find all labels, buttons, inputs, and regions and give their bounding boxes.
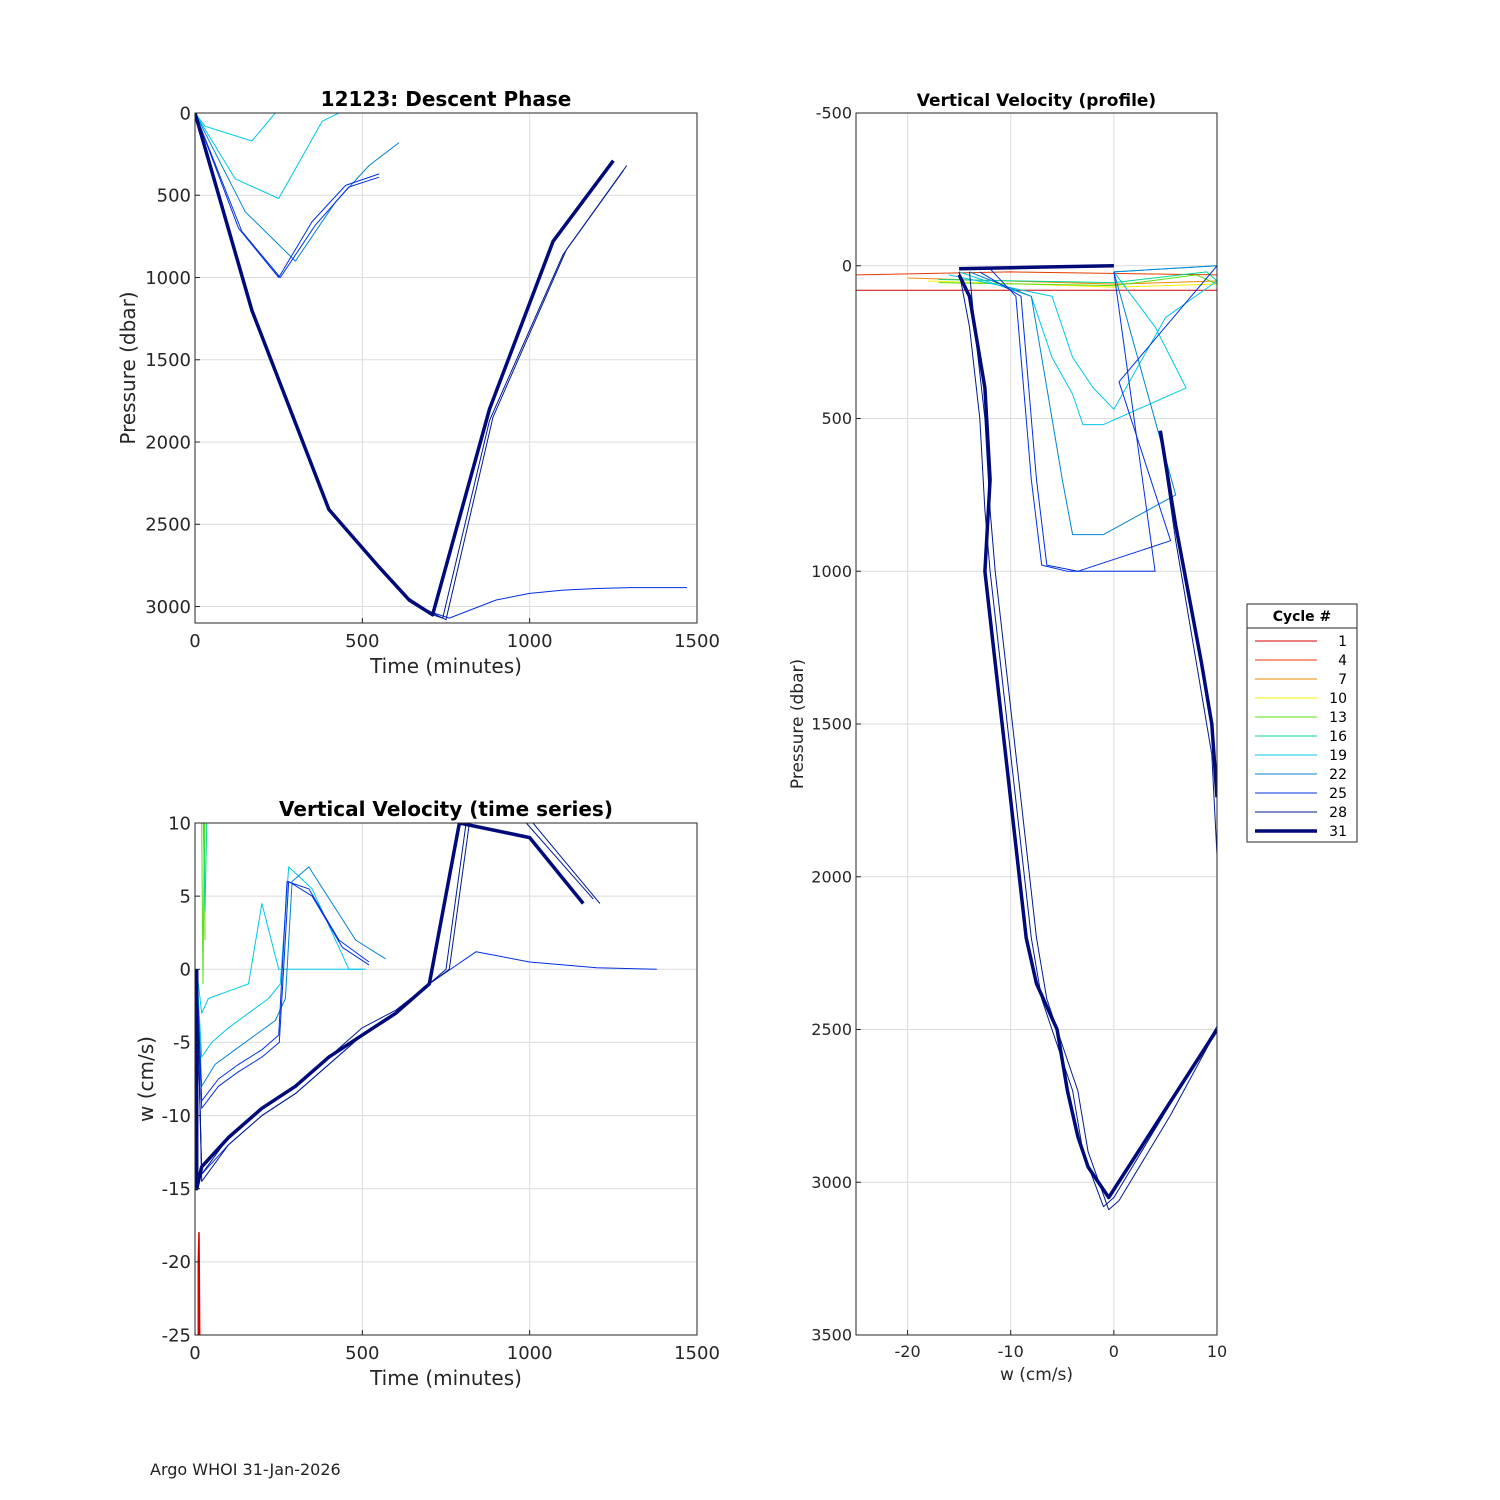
plot-area — [195, 823, 697, 1335]
legend-label-7: 7 — [1338, 672, 1347, 688]
axes-frame — [194, 112, 698, 624]
y-tick-label: 10 — [168, 813, 191, 834]
legend: Cycle # 1 4 7 10 13 16 19 22 25 28 31 — [1246, 603, 1358, 843]
legend-title: Cycle # — [1273, 609, 1332, 625]
legend-label-22: 22 — [1329, 767, 1347, 783]
y-tick-label: 1500 — [145, 350, 191, 371]
y-tick-label: 0 — [842, 256, 852, 275]
y-tick-label: -20 — [162, 1252, 191, 1273]
series-line-19b — [195, 113, 369, 199]
axes-frame — [194, 822, 698, 1336]
x-tick-label: 1500 — [674, 1343, 720, 1364]
series-line-25 — [196, 881, 370, 1102]
series-line-31c — [959, 264, 1114, 271]
y-axis-label: Pressure (dbar) — [116, 291, 140, 444]
y-axis-label: Pressure (dbar) — [788, 659, 808, 789]
legend-label-19: 19 — [1329, 748, 1347, 764]
x-axis-label: Time (minutes) — [369, 654, 522, 678]
y-tick-label: 5 — [180, 886, 191, 907]
legend-label-13: 13 — [1329, 710, 1347, 726]
series-line-22 — [969, 265, 1217, 536]
x-tick-label: 1000 — [507, 1343, 553, 1364]
y-tick-label: 2500 — [145, 515, 191, 536]
series-line-28 — [958, 271, 1217, 1208]
series-line-22 — [195, 113, 400, 262]
y-tick-label: 3500 — [811, 1326, 852, 1345]
x-tick-label: 1500 — [674, 631, 720, 652]
series-line-28c — [1159, 433, 1217, 856]
chart-title: Vertical Velocity (profile) — [917, 91, 1156, 111]
y-tick-label: 500 — [821, 409, 852, 428]
y-tick-label: 0 — [180, 960, 191, 981]
plot-area — [195, 113, 697, 623]
y-tick-label: -5 — [173, 1033, 191, 1054]
legend-label-25: 25 — [1329, 786, 1347, 802]
series-line-19b — [958, 265, 1217, 426]
series-line-25b — [195, 113, 380, 278]
y-tick-label: -500 — [816, 104, 852, 123]
y-tick-label: 1000 — [145, 268, 191, 289]
y-tick-label: 1500 — [811, 715, 852, 734]
series-line-25 — [195, 113, 380, 278]
chart-descent: 0 500 1000 1500 0 500 1000 1500 2000 2500 3000 1212… — [116, 87, 720, 678]
y-axis-label: w (cm/s) — [134, 1036, 158, 1122]
series-group — [195, 823, 657, 1335]
legend-box — [1246, 603, 1358, 843]
x-tick-label: 500 — [345, 631, 379, 652]
series-line-19 — [948, 271, 1217, 410]
y-tick-label: 2000 — [811, 867, 852, 886]
series-line-16 — [938, 271, 1217, 284]
series-line-19 — [195, 113, 309, 142]
chart-wprofile: -20 -10 0 10 -500 0 500 1000 1500 2000 2500 3000 350… — [788, 91, 1358, 1385]
y-tick-label: 2000 — [145, 432, 191, 453]
series-group — [856, 264, 1217, 1211]
x-tick-label: 10 — [1207, 1342, 1227, 1361]
y-tick-label: 3000 — [811, 1173, 852, 1192]
x-axis-label: Time (minutes) — [369, 1366, 522, 1390]
y-tick-label: -10 — [162, 1106, 191, 1127]
chart-title: Vertical Velocity (time series) — [279, 797, 613, 821]
series-line-31 — [957, 274, 1217, 1200]
x-tick-label: 500 — [345, 1343, 379, 1364]
series-line-4 — [856, 271, 1217, 276]
legend-label-16: 16 — [1329, 729, 1347, 745]
chart-wtime: 0 500 1000 1500 -25 -20 -15 -10 -5 0 5 10 Vertical V… — [134, 797, 720, 1390]
series-group — [195, 113, 687, 621]
series-line-25b — [989, 268, 1156, 572]
y-tick-label: 3000 — [145, 597, 191, 618]
series-line-1 — [197, 1231, 201, 1335]
series-line-19 — [196, 903, 363, 1014]
y-tick-label: 1000 — [811, 562, 852, 581]
series-line-25b — [196, 881, 370, 1109]
series-line-31b — [1158, 430, 1217, 798]
legend-label-28: 28 — [1329, 805, 1347, 821]
series-line-31 — [195, 823, 585, 1191]
legend-label-10: 10 — [1329, 691, 1347, 707]
x-tick-label: -20 — [895, 1342, 921, 1361]
legend-label-4: 4 — [1338, 653, 1347, 669]
x-axis-label: w (cm/s) — [1000, 1365, 1073, 1385]
chart-title: 12123: Descent Phase — [321, 87, 572, 111]
series-line-13 — [938, 274, 1217, 287]
y-tick-label: -15 — [162, 1179, 191, 1200]
x-tick-label: 0 — [1109, 1342, 1119, 1361]
y-tick-label: 2500 — [811, 1020, 852, 1039]
legend-label-31: 31 — [1329, 824, 1347, 840]
y-tick-label: 500 — [157, 186, 191, 207]
footer-credit: Argo WHOI 31-Jan-2026 — [150, 1460, 341, 1479]
y-tick-label: -25 — [162, 1325, 191, 1346]
legend-label-1: 1 — [1338, 634, 1347, 650]
x-tick-label: -10 — [998, 1342, 1024, 1361]
x-tick-label: 0 — [189, 1343, 200, 1364]
series-line-25 — [979, 265, 1217, 572]
series-line-31 — [195, 113, 615, 617]
series-line-22 — [196, 866, 387, 1087]
y-tick-label: 0 — [180, 103, 191, 124]
x-tick-label: 1000 — [507, 631, 553, 652]
x-tick-label: 0 — [189, 631, 200, 652]
series-line-16 — [202, 823, 208, 912]
